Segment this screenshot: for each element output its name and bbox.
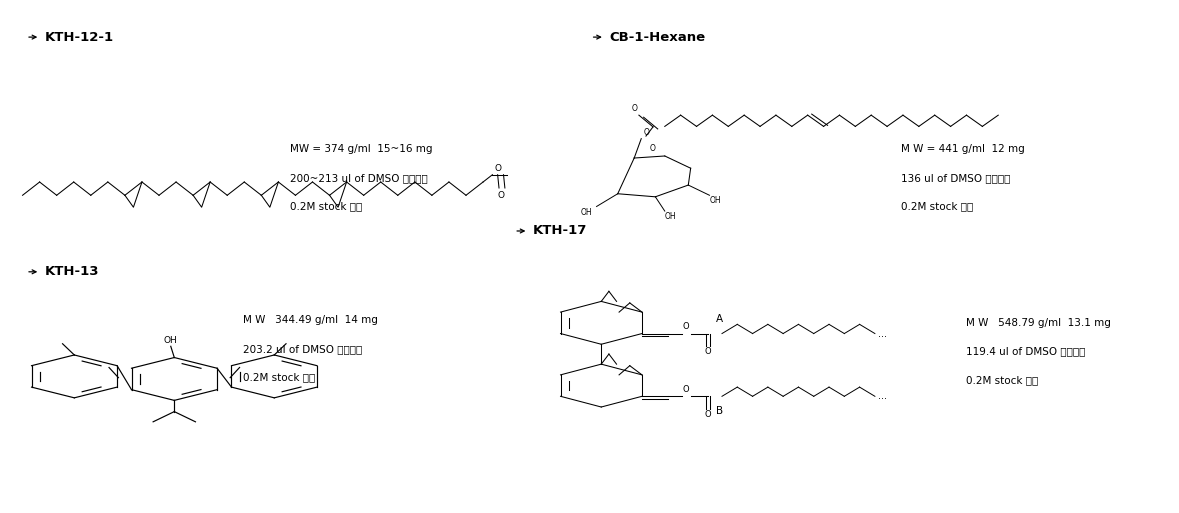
Text: O: O [631, 104, 637, 113]
Text: O: O [644, 128, 650, 137]
Text: 200~213 ul of DMSO 첨가하여: 200~213 ul of DMSO 첨가하여 [290, 173, 427, 183]
Text: KTH-12-1: KTH-12-1 [45, 31, 114, 44]
Text: M W   548.79 g/ml  13.1 mg: M W 548.79 g/ml 13.1 mg [966, 318, 1111, 328]
Text: CB-1-Hexane: CB-1-Hexane [610, 31, 705, 44]
Text: 203.2 ul of DMSO 첨가하여: 203.2 ul of DMSO 첨가하여 [243, 344, 362, 354]
Text: O: O [683, 385, 689, 394]
Text: O: O [683, 322, 689, 331]
Text: MW = 374 g/ml  15~16 mg: MW = 374 g/ml 15~16 mg [290, 144, 432, 154]
Text: 0.2M stock 제조: 0.2M stock 제조 [243, 372, 315, 382]
Text: KTH-13: KTH-13 [45, 265, 99, 279]
Text: 0.2M stock 제조: 0.2M stock 제조 [966, 375, 1039, 385]
Text: OH: OH [164, 337, 178, 345]
Text: KTH-17: KTH-17 [533, 225, 587, 238]
Text: O: O [498, 190, 505, 200]
Text: O: O [495, 164, 502, 173]
Text: 119.4 ul of DMSO 첨가하여: 119.4 ul of DMSO 첨가하여 [966, 346, 1085, 357]
Text: B: B [716, 406, 723, 416]
Text: M W = 441 g/ml  12 mg: M W = 441 g/ml 12 mg [901, 144, 1025, 154]
Text: O: O [650, 144, 656, 153]
Text: 0.2M stock 제조: 0.2M stock 제조 [290, 202, 362, 211]
Text: OH: OH [580, 208, 592, 217]
Text: OH: OH [710, 196, 722, 205]
Text: ...: ... [878, 391, 888, 401]
Text: O: O [705, 347, 711, 356]
Text: 136 ul of DMSO 첨가하여: 136 ul of DMSO 첨가하여 [901, 173, 1010, 183]
Text: M W   344.49 g/ml  14 mg: M W 344.49 g/ml 14 mg [243, 315, 377, 325]
Text: A: A [716, 314, 723, 324]
Text: ...: ... [878, 328, 888, 339]
Text: 0.2M stock 제조: 0.2M stock 제조 [901, 202, 974, 211]
Text: O: O [705, 409, 711, 419]
Text: OH: OH [665, 212, 677, 221]
